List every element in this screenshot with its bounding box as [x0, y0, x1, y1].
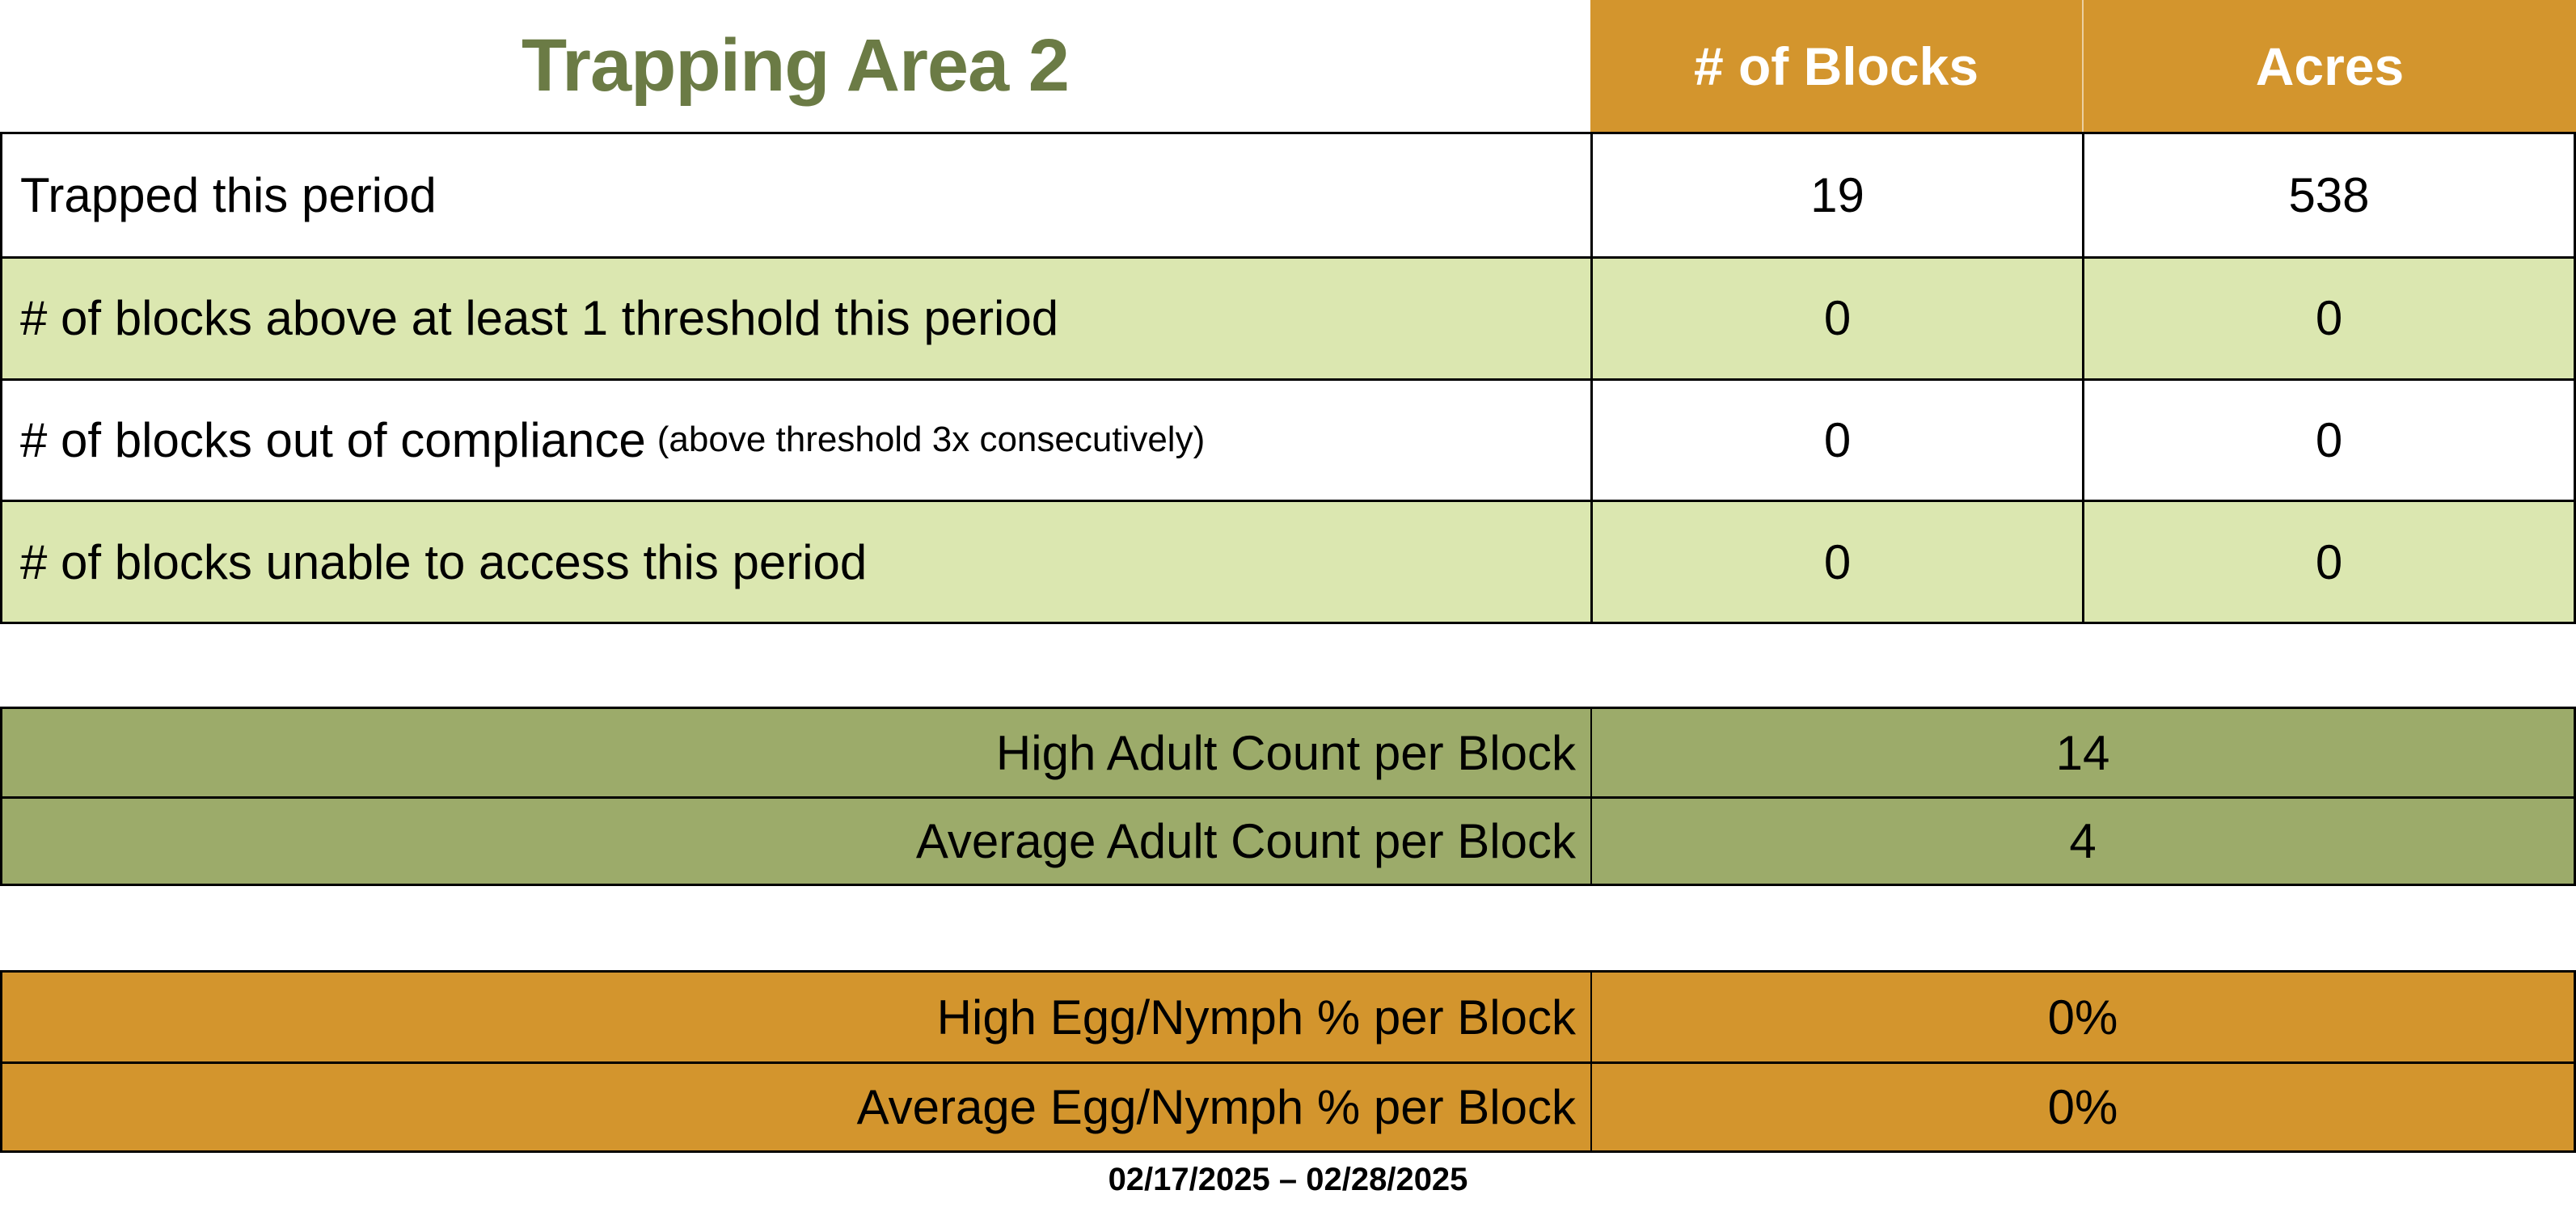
- table-row: High Egg/Nymph % per Block 0%: [2, 973, 2574, 1061]
- row-label-text: # of blocks out of compliance: [20, 412, 646, 467]
- date-range: 02/17/2025 – 02/28/2025: [1108, 1162, 1468, 1197]
- table-row: # of blocks out of compliance (above thr…: [2, 378, 2574, 500]
- acres-value: 538: [2082, 134, 2574, 256]
- acres-value: 0: [2082, 380, 2574, 500]
- column-header-acres: Acres: [2082, 0, 2576, 132]
- table-row: # of blocks unable to access this period…: [2, 500, 2574, 622]
- blocks-value: 0: [1590, 502, 2082, 622]
- blocks-value: 0: [1590, 380, 2082, 500]
- blocks-value: 19: [1590, 134, 2082, 256]
- table-row: # of blocks above at least 1 threshold t…: [2, 255, 2574, 378]
- row-value: 0%: [1590, 973, 2574, 1061]
- row-value: 4: [1590, 799, 2574, 884]
- row-label-note: (above threshold 3x consecutively): [657, 420, 1206, 460]
- column-header-blocks: # of Blocks: [1590, 0, 2082, 132]
- header-row: Trapping Area 2 # of Blocks Acres: [0, 0, 2576, 132]
- date-line: 02/17/2025 – 02/28/2025: [0, 1153, 2576, 1207]
- blocks-value: 0: [1590, 258, 2082, 378]
- row-label: High Adult Count per Block: [995, 725, 1576, 780]
- table-row: Average Adult Count per Block 4: [2, 796, 2574, 884]
- report-title: Trapping Area 2: [522, 24, 1070, 107]
- row-label: # of blocks above at least 1 threshold t…: [2, 259, 1590, 378]
- table-row: High Adult Count per Block 14: [2, 709, 2574, 796]
- spacer: [0, 886, 2576, 970]
- row-label-text: Trapped this period: [20, 167, 437, 222]
- summary-table: Trapped this period 19 538 # of blocks a…: [0, 132, 2576, 624]
- row-label-text: # of blocks unable to access this period: [20, 534, 868, 589]
- adult-count-table: High Adult Count per Block 14 Average Ad…: [0, 707, 2576, 886]
- table-row: Trapped this period 19 538: [2, 134, 2574, 256]
- row-label-text: # of blocks above at least 1 threshold t…: [20, 291, 1059, 346]
- row-label: Average Egg/Nymph % per Block: [856, 1080, 1576, 1134]
- acres-value: 0: [2082, 502, 2574, 622]
- row-value: 0%: [1590, 1064, 2574, 1150]
- acres-value: 0: [2082, 258, 2574, 378]
- spacer: [0, 624, 2576, 707]
- row-label: High Egg/Nymph % per Block: [936, 990, 1576, 1045]
- row-label: # of blocks unable to access this period: [2, 502, 1590, 622]
- row-label: # of blocks out of compliance (above thr…: [2, 381, 1590, 500]
- row-value: 14: [1590, 709, 2574, 796]
- row-label: Trapped this period: [2, 134, 1590, 256]
- title-cell: Trapping Area 2: [0, 0, 1590, 132]
- egg-nymph-table: High Egg/Nymph % per Block 0% Average Eg…: [0, 970, 2576, 1153]
- row-label: Average Adult Count per Block: [915, 814, 1576, 868]
- table-row: Average Egg/Nymph % per Block 0%: [2, 1061, 2574, 1150]
